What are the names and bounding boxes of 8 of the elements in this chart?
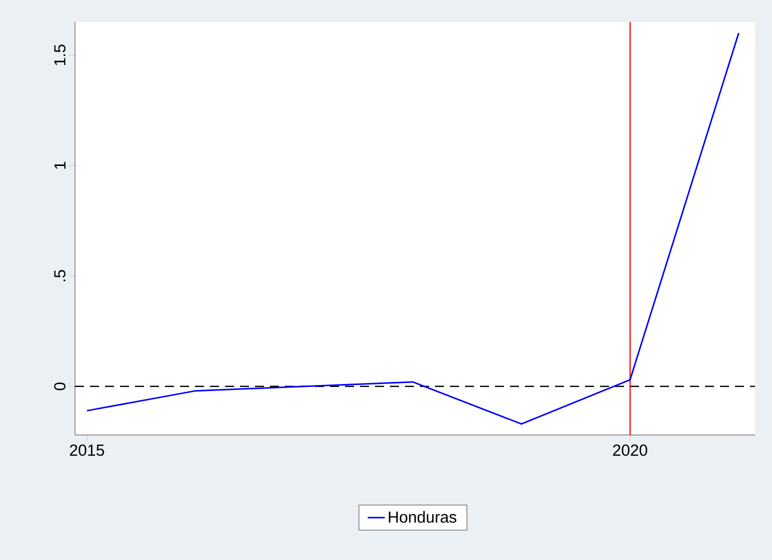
- legend-label: Honduras: [388, 511, 456, 523]
- x-tick-label: 2015: [70, 444, 104, 456]
- x-tick-label: 2020: [613, 444, 648, 456]
- line-series: [86, 32, 740, 425]
- y-tick-label: 1.5: [54, 44, 66, 66]
- y-tick-label: 1: [54, 162, 66, 169]
- y-tick-label: .5: [54, 270, 66, 282]
- y-tick-label: 0: [54, 382, 66, 390]
